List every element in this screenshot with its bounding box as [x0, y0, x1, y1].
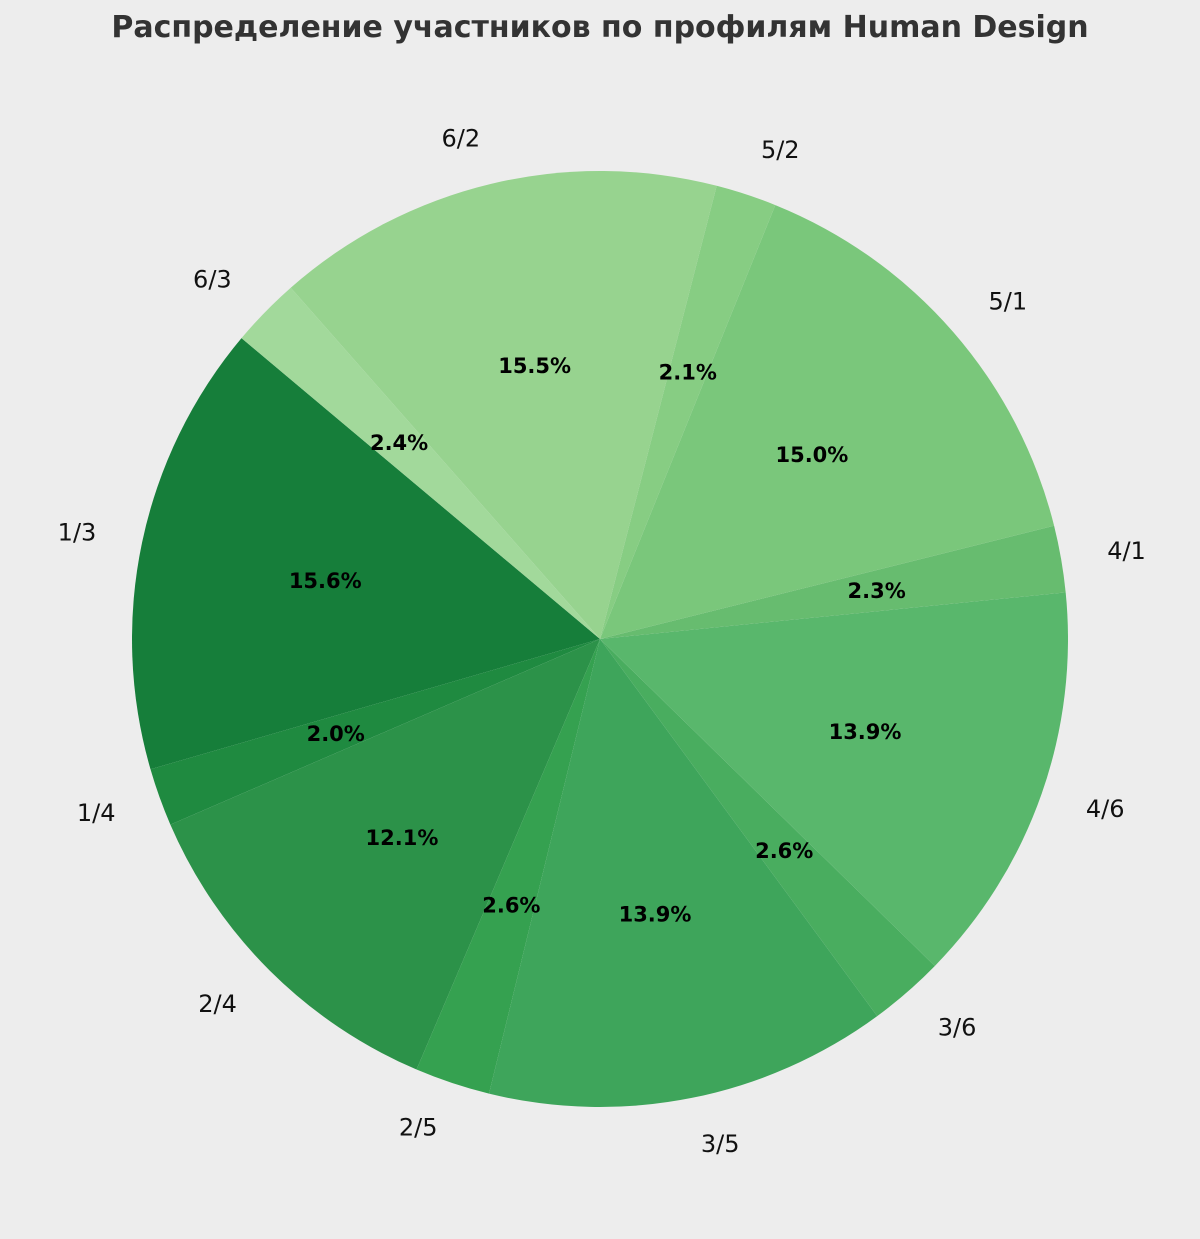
pie-slice-3-5 [489, 639, 878, 1107]
pie-slice-4-6 [600, 592, 1069, 966]
pie-slice-5-2 [600, 185, 776, 640]
slice-percent-label: 12.1% [366, 826, 439, 850]
slice-category-label: 5/1 [989, 287, 1028, 315]
slice-percent-label: 15.0% [775, 443, 848, 467]
pie-slice-6-2 [290, 170, 717, 639]
chart-title: Распределение участников по профилям Hum… [111, 10, 1089, 45]
slice-category-label: 4/6 [1086, 795, 1125, 823]
pie-slice-1-3 [131, 338, 600, 770]
slice-percent-label: 2.4% [370, 431, 428, 455]
slice-category-label: 3/5 [701, 1130, 740, 1158]
slice-category-label: 3/6 [938, 1014, 977, 1042]
slice-category-label: 5/2 [761, 136, 800, 164]
pie-slice-6-3 [241, 287, 600, 639]
pie-slice-2-4 [170, 639, 600, 1070]
slice-category-label: 1/3 [58, 519, 97, 547]
slice-percent-label: 13.9% [829, 720, 902, 744]
pie-slice-2-5 [416, 639, 600, 1094]
slice-category-label: 2/4 [198, 990, 237, 1018]
slice-category-label: 2/5 [399, 1113, 438, 1141]
slice-percent-label: 15.6% [289, 569, 362, 593]
slice-percent-label: 13.9% [619, 902, 692, 926]
pie-slice-5-1 [600, 205, 1055, 640]
slice-percent-label: 2.3% [848, 579, 906, 603]
slice-percent-label: 2.1% [659, 360, 717, 384]
slice-category-label: 6/3 [193, 265, 232, 293]
slice-percent-label: 15.5% [498, 354, 571, 378]
slice-category-label: 6/2 [442, 124, 481, 152]
slice-category-label: 4/1 [1107, 537, 1146, 565]
slice-percent-label: 2.6% [482, 893, 540, 917]
pie-slice-4-1 [600, 525, 1066, 639]
slice-percent-label: 2.6% [755, 839, 813, 863]
slice-percent-label: 2.0% [307, 722, 365, 746]
pie-slice-1-4 [150, 639, 600, 825]
pie-slice-3-6 [600, 639, 935, 1017]
slice-category-label: 1/4 [77, 799, 116, 827]
